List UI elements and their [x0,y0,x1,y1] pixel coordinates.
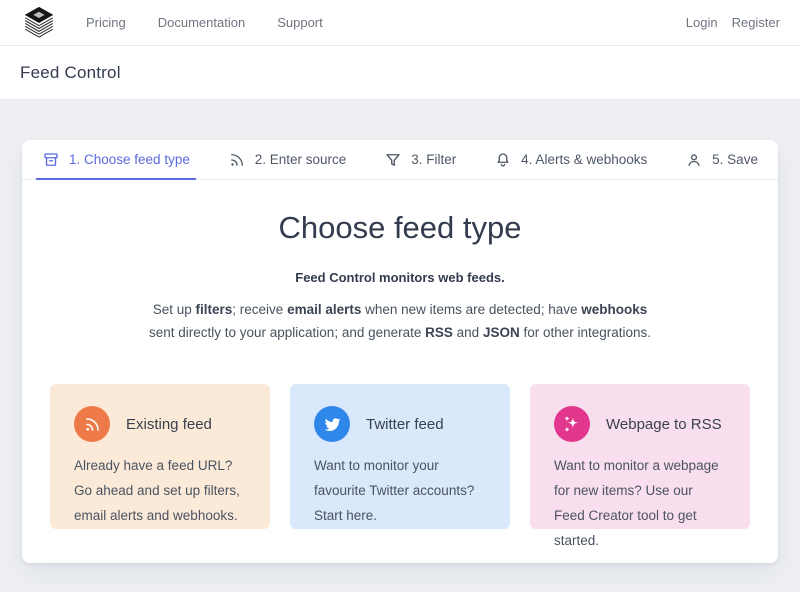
nav-link-pricing[interactable]: Pricing [86,15,126,30]
option-header: Existing feed [74,406,246,443]
tab-label: 1. Choose feed type [69,152,190,167]
rss-icon [230,153,243,166]
bell-icon [497,152,509,167]
nav-link-documentation[interactable]: Documentation [157,15,246,30]
layers-logo-icon [24,6,54,38]
option-title: Webpage to RSS [606,415,722,433]
option-title: Existing feed [126,415,212,433]
tab-choose-feed-type[interactable]: 1. Choose feed type [36,140,196,180]
nav-links: Pricing Documentation Support [86,15,323,30]
page-title: Feed Control [20,62,121,82]
tab-label: 2. Enter source [254,152,347,167]
option-header: Webpage to RSS [554,406,726,443]
option-description: Already have a feed URL? Go ahead and se… [74,458,240,524]
step-title: Choose feed type [278,210,522,245]
step-content: Choose feed type Feed Control monitors w… [22,210,778,344]
register-link[interactable]: Register [731,15,780,30]
tab-label: 4. Alerts & webhooks [521,152,648,167]
nav-link-support[interactable]: Support [277,15,323,30]
wizard-steps: 1. Choose feed type 2. Enter source 3. F… [22,140,778,180]
step-subtitle: Feed Control monitors web feeds. [295,270,505,285]
option-header: Twitter feed [314,406,486,443]
rss-icon-badge [74,406,110,443]
user-icon [688,153,700,166]
tab-label: 5. Save [712,152,758,167]
step-description: Set up filters; receive email alerts whe… [148,302,652,341]
top-navbar: Pricing Documentation Support Login Regi… [0,0,800,46]
twitter-icon-badge [314,406,350,443]
tab-label: 3. Filter [411,152,457,167]
tab-filter[interactable]: 3. Filter [380,140,460,179]
option-twitter-feed[interactable]: Twitter feed Want to monitor your favour… [290,384,510,530]
option-description: Want to monitor your favourite Twitter a… [314,458,475,524]
option-webpage-to-rss[interactable]: Webpage to RSS Want to monitor a webpage… [530,384,750,548]
filter-icon [386,153,400,166]
archive-icon [44,152,58,166]
page-body: 1. Choose feed type 2. Enter source 3. F… [0,100,800,563]
nav-auth-links: Login Register [686,15,780,30]
option-existing-feed[interactable]: Existing feed Already have a feed URL? G… [50,384,270,530]
tab-enter-source[interactable]: 2. Enter source [224,140,351,179]
app-logo[interactable] [20,4,58,42]
tab-save[interactable]: 5. Save [681,140,762,179]
twitter-icon [324,418,340,431]
option-title: Twitter feed [366,415,444,433]
login-link[interactable]: Login [685,15,718,30]
feed-type-options: Existing feed Already have a feed URL? G… [22,384,778,548]
wizard-card: 1. Choose feed type 2. Enter source 3. F… [22,140,778,563]
sparkles-icon-badge [554,406,590,443]
tab-alerts-webhooks[interactable]: 4. Alerts & webhooks [490,140,651,179]
page-header: Feed Control [0,46,800,100]
rss-icon [85,418,99,431]
sparkles-icon [565,417,579,432]
option-description: Want to monitor a webpage for new items?… [554,458,719,549]
